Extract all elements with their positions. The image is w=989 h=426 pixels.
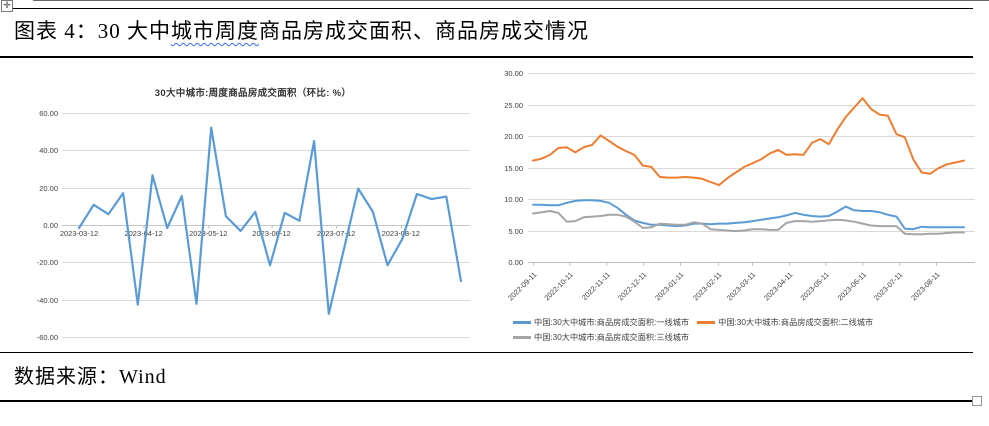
svg-text:2023-03-12: 2023-03-12 [60, 229, 98, 238]
left-chart-title: 30大中城市:周度商品房成交面积（环比: %） [154, 88, 352, 99]
svg-text:2023-02-11: 2023-02-11 [691, 270, 723, 302]
x-axis [79, 225, 402, 229]
svg-text:2022-10-11: 2022-10-11 [542, 270, 574, 302]
svg-text:2023-08-11: 2023-08-11 [909, 270, 941, 302]
data-source-label: 数据来源：Wind [14, 366, 167, 388]
svg-text:15.00: 15.00 [504, 164, 523, 173]
legend-item: 中国:30大中城市:商品房成交面积:一线城市 [513, 316, 689, 328]
svg-text:2022-09-11: 2022-09-11 [506, 270, 538, 302]
chart-legend: 中国:30大中城市:商品房成交面积:一线城市 中国:30大中城市:商品房成交面积:… [513, 316, 963, 343]
svg-text:2023-07-11: 2023-07-11 [872, 270, 904, 302]
svg-text:0.00: 0.00 [508, 258, 523, 267]
svg-text:0.00: 0.00 [43, 221, 58, 230]
svg-text:2023-06-11: 2023-06-11 [836, 270, 868, 302]
resize-handle[interactable] [972, 396, 982, 406]
svg-text:2023-04-11: 2023-04-11 [762, 270, 794, 302]
right-chart-plot: 30.00 25.00 20.00 15.00 10.00 5.00 0.00 2022-09… [504, 69, 975, 302]
svg-text:25.00: 25.00 [504, 101, 523, 110]
svg-text:30.00: 30.00 [504, 69, 523, 78]
gridlines [62, 113, 470, 338]
title-divider-rule [0, 56, 973, 58]
right-chart-panel: 30.00 25.00 20.00 15.00 10.00 5.00 0.00 2022-09… [485, 62, 985, 356]
figure-title: 图表 4：30 大中城市周度商品房成交面积、商品房成交情况 [14, 15, 589, 45]
series-line-0 [532, 199, 965, 231]
series-line-0 [77, 126, 463, 315]
legend-label: 中国:30大中城市:商品房成交面积:三线城市 [534, 333, 690, 342]
svg-text:2023-08-12: 2023-08-12 [382, 229, 420, 238]
legend-item: 中国:30大中城市:商品房成交面积:三线城市 [513, 331, 689, 343]
svg-text:2023-01-11: 2023-01-11 [653, 270, 685, 302]
svg-text:-60.00: -60.00 [37, 333, 58, 342]
svg-text:2023-07-12: 2023-07-12 [317, 229, 355, 238]
svg-text:20.00: 20.00 [39, 184, 58, 193]
svg-text:2023-06-12: 2023-06-12 [252, 229, 290, 238]
svg-text:-40.00: -40.00 [37, 296, 58, 305]
svg-text:20.00: 20.00 [504, 132, 523, 141]
svg-text:-20.00: -20.00 [37, 258, 58, 267]
legend-swatch [513, 320, 531, 324]
left-chart-plot: 60.00 40.00 20.00 0.00 -20.00 -40.00 -60.00 202… [37, 109, 470, 342]
table-move-handle-icon[interactable]: ✛ [1, 0, 13, 12]
y-axis-labels: 30.00 25.00 20.00 15.00 10.00 5.00 0.00 [504, 69, 523, 267]
svg-text:60.00: 60.00 [39, 109, 58, 118]
svg-text:2022-12-11: 2022-12-11 [616, 270, 648, 302]
svg-text:2023-04-12: 2023-04-12 [124, 229, 162, 238]
svg-text:2023-05-12: 2023-05-12 [189, 229, 227, 238]
figure-title-pre: 图表 4：30 大中 [14, 19, 171, 43]
svg-text:2023-03-11: 2023-03-11 [725, 270, 757, 302]
legend-swatch [697, 320, 716, 324]
svg-text:2023-05-11: 2023-05-11 [798, 270, 830, 302]
svg-text:40.00: 40.00 [39, 146, 58, 155]
x-axis-labels: 2023-03-12 2023-04-12 2023-05-12 2023-06-12… [60, 229, 420, 238]
series-line-1 [532, 97, 965, 187]
bottom-rule [0, 400, 972, 402]
source-divider-rule [0, 352, 973, 353]
svg-text:5.00: 5.00 [508, 227, 523, 236]
header-top-rule [13, 8, 973, 9]
figure-title-wavy-spellcheck: 城市周度 [171, 19, 259, 43]
x-axis [528, 262, 975, 266]
figure-title-post: 商品房成交面积、商品房成交情况 [259, 19, 589, 43]
legend-item: 中国:30大中城市:商品房成交面积:二线城市 [697, 316, 873, 328]
y-axis-labels: 60.00 40.00 20.00 0.00 -20.00 -40.00 -60.00 [37, 109, 58, 342]
x-axis-labels: 2022-09-11 2022-10-11 2022-11-11 2022-12-11… [506, 270, 941, 302]
svg-text:10.00: 10.00 [504, 195, 523, 204]
legend-swatch [513, 335, 531, 339]
legend-label: 中国:30大中城市:商品房成交面积:一线城市 [534, 318, 690, 327]
svg-text:2022-11-11: 2022-11-11 [580, 270, 612, 302]
series-line-2 [532, 210, 965, 236]
frame-top-border [33, 0, 989, 1]
legend-label: 中国:30大中城市:商品房成交面积:二线城市 [718, 318, 874, 327]
left-chart-panel: 30大中城市:周度商品房成交面积（环比: %） 60.00 40.00 20.00 0… [28, 80, 478, 350]
